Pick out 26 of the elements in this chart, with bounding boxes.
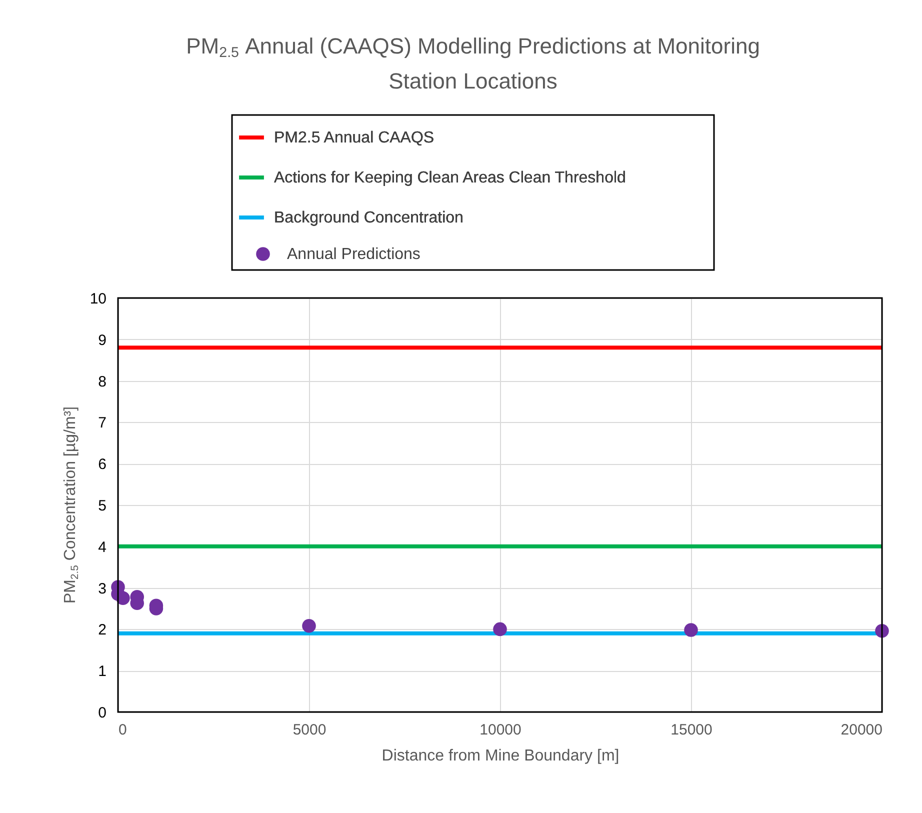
x-tick-label: 5000 [292,722,326,738]
x-tick-label: 20000 [840,722,882,738]
x-tick-label: 0 [118,722,127,738]
y-tick-label: 1 [98,663,106,680]
y-tick-label: 8 [98,373,106,390]
y-tick-label: 2 [98,622,106,639]
point [116,591,130,606]
y-tick-label: 6 [98,456,106,474]
legend-label: Annual Predictions [287,246,420,263]
y-tick-label: 9 [98,332,106,349]
point [493,622,507,636]
x-tick-label: 10000 [480,722,522,738]
legend-label: Actions for Keeping Clean Areas Clean Threshold [274,170,626,186]
legend-label: PM2.5 Annual CAAQS [274,130,434,146]
point [684,623,698,637]
y-axis-title: PM2.5 Concentration [µg/m³] [62,406,81,604]
y-tick-label: 4 [98,538,106,556]
x-axis-title: Distance from Mine Boundary [m] [382,748,620,764]
y-tick-label: 10 [90,290,106,308]
y-tick-label: 7 [98,414,106,432]
y-tick-label: 0 [98,704,106,722]
legend-label: Background Concentration [274,210,464,226]
x-tick-label: 15000 [670,722,712,738]
y-tick-label: 3 [98,580,106,598]
y-tick-label: 5 [98,498,106,514]
point [302,619,316,633]
